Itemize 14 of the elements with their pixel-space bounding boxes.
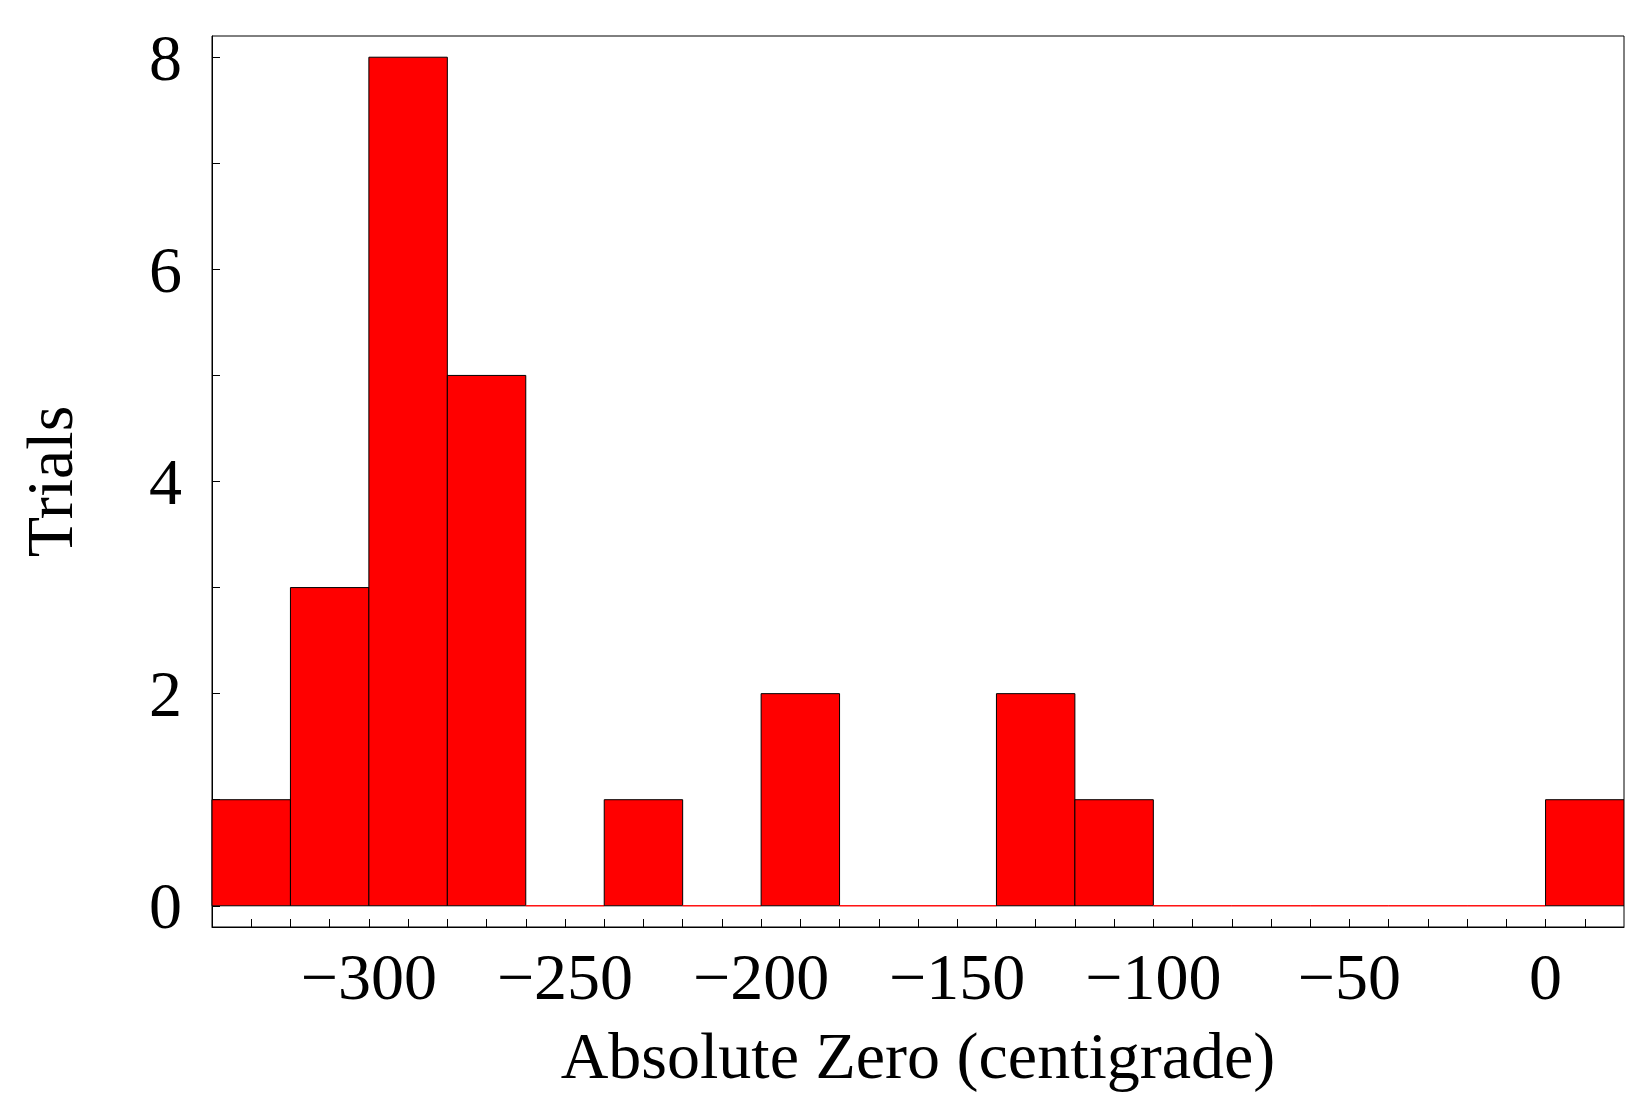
x-tick-label: 0 <box>1529 939 1563 1013</box>
y-tick-label: 0 <box>149 869 182 943</box>
y-tick-label: 2 <box>149 657 182 731</box>
x-tick-label: −300 <box>300 939 438 1013</box>
x-tick-label: −150 <box>889 939 1026 1013</box>
y-tick-label: 8 <box>149 20 182 94</box>
y-axis-title: Trials <box>12 405 86 558</box>
x-tick-label: −200 <box>692 939 830 1013</box>
x-tick-label: −100 <box>1085 939 1222 1013</box>
y-tick-label: 4 <box>149 445 182 518</box>
x-tick-label: −50 <box>1297 939 1402 1013</box>
x-tick-label: −250 <box>496 939 634 1013</box>
y-tick-label: 6 <box>149 232 182 306</box>
x-axis-title: Absolute Zero (centigrade) <box>560 1018 1276 1093</box>
